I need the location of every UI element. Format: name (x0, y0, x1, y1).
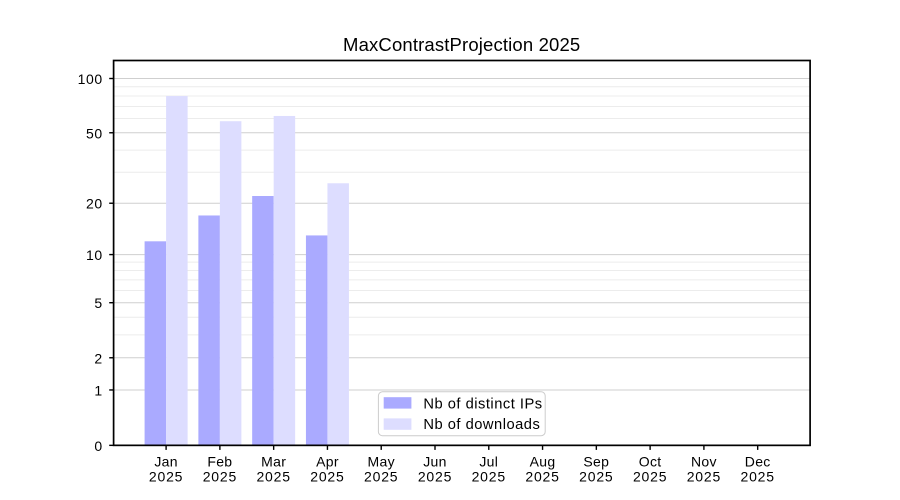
svg-text:50: 50 (86, 125, 103, 141)
svg-text:100: 100 (78, 71, 103, 87)
svg-text:20: 20 (86, 196, 103, 212)
svg-text:2025: 2025 (633, 469, 667, 485)
svg-text:Jun: Jun (423, 453, 446, 469)
svg-text:Oct: Oct (639, 453, 662, 469)
svg-text:2025: 2025 (364, 469, 398, 485)
svg-text:2: 2 (94, 350, 102, 366)
svg-text:Nb of downloads: Nb of downloads (423, 417, 540, 433)
svg-text:2025: 2025 (579, 469, 613, 485)
svg-text:2025: 2025 (203, 469, 237, 485)
svg-text:2025: 2025 (525, 469, 559, 485)
svg-text:Aug: Aug (530, 453, 556, 469)
svg-text:1: 1 (94, 382, 102, 398)
svg-text:Apr: Apr (316, 453, 339, 469)
svg-text:2025: 2025 (418, 469, 452, 485)
svg-text:2025: 2025 (256, 469, 290, 485)
svg-text:10: 10 (86, 247, 103, 263)
svg-text:0: 0 (94, 438, 102, 454)
svg-text:2025: 2025 (741, 469, 775, 485)
svg-text:2025: 2025 (149, 469, 183, 485)
svg-text:Feb: Feb (207, 453, 232, 469)
svg-text:2025: 2025 (687, 469, 721, 485)
svg-text:May: May (368, 453, 395, 469)
svg-text:2025: 2025 (310, 469, 344, 485)
svg-text:MaxContrastProjection 2025: MaxContrastProjection 2025 (343, 34, 580, 55)
svg-text:Nov: Nov (691, 453, 717, 469)
svg-text:Nb of distinct IPs: Nb of distinct IPs (423, 396, 542, 412)
svg-text:5: 5 (94, 295, 102, 311)
svg-text:Dec: Dec (745, 453, 771, 469)
svg-text:Mar: Mar (261, 453, 286, 469)
svg-text:Sep: Sep (583, 453, 609, 469)
svg-text:Jan: Jan (154, 453, 177, 469)
svg-text:2025: 2025 (472, 469, 506, 485)
svg-text:Jul: Jul (479, 453, 498, 469)
